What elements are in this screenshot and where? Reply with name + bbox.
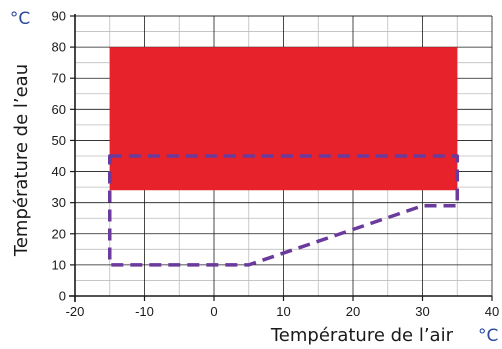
y-tick-label: 20: [52, 226, 66, 241]
x-tick-label: 40: [485, 304, 499, 319]
series-outline-1: [108, 154, 459, 267]
y-tick-label: 10: [52, 257, 66, 272]
x-tick-label: 30: [415, 304, 429, 319]
y-tick-label: 0: [59, 289, 66, 304]
y-tick-label: 70: [52, 71, 66, 86]
tick-labels: 0 10 20 30 40 50 60 70 80 90 -20 -10 0 10 20 30 40: [52, 9, 500, 320]
y-tick-label: 80: [52, 40, 66, 55]
y-tick-label: 50: [52, 133, 66, 148]
x-axis-unit: °C: [478, 326, 498, 346]
y-tick-label: 90: [52, 9, 66, 24]
x-axis-title: Température de l’air: [270, 325, 454, 346]
x-tick-label: 20: [346, 304, 360, 319]
y-tick-label: 30: [52, 195, 66, 210]
axes: [69, 14, 493, 302]
y-axis-unit: °C: [10, 9, 30, 29]
x-tick-label: -20: [66, 304, 85, 319]
x-tick-label: -10: [135, 304, 154, 319]
y-tick-label: 40: [52, 164, 66, 179]
x-tick-label: 10: [276, 304, 290, 319]
x-tick-label: 0: [210, 304, 217, 319]
chart-marks: [108, 47, 459, 267]
series-region-0: [109, 47, 458, 191]
y-axis-title: Température de l’eau: [11, 64, 32, 257]
y-tick-label: 60: [52, 102, 66, 117]
